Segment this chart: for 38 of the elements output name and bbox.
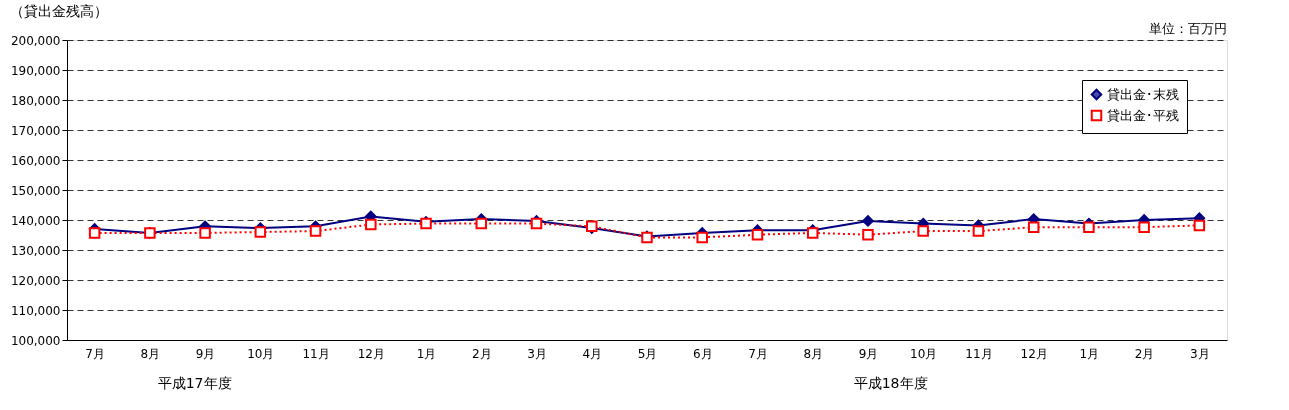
- x-tick-label: 5月: [637, 346, 658, 361]
- x-tick-label: 9月: [858, 346, 879, 361]
- chart-title: （貸出金残高）: [10, 3, 109, 19]
- y-tick-label: 120,000: [10, 273, 61, 288]
- text: 平成17年度: [157, 375, 232, 391]
- y-tick-label: 170,000: [10, 123, 61, 138]
- x-tick-label: 8月: [803, 346, 824, 361]
- y-tick-label: 100,000: [10, 333, 61, 348]
- y-tick-label: 130,000: [10, 243, 61, 258]
- y-tick-label: 110,000: [10, 303, 61, 318]
- x-tick-label: 12月: [357, 346, 385, 361]
- x-tick-label: 1月: [1079, 346, 1100, 361]
- x-tick-label: 3月: [527, 346, 547, 361]
- y-tick-label: 160,000: [10, 153, 61, 168]
- y-tick-label: 180,000: [10, 93, 61, 108]
- text: 平成18年度: [853, 375, 928, 391]
- x-tick-label: 4月: [582, 346, 603, 361]
- y-tick-label: 150,000: [10, 183, 61, 198]
- y-tick-label: 190,000: [10, 63, 61, 78]
- x-tick-label: 7月: [748, 346, 768, 361]
- text: 単位：百万円: [1149, 21, 1227, 36]
- x-tick-label: 1月: [416, 346, 437, 361]
- x-tick-label: 2月: [471, 346, 492, 361]
- x-tick-label: 2月: [1134, 346, 1155, 361]
- x-tick-label: 6月: [692, 346, 713, 361]
- x-tick-label: 10月: [910, 346, 938, 361]
- x-tick-label: 11月: [302, 346, 330, 361]
- x-tick-label: 8月: [140, 346, 161, 361]
- x-tick-label: 11月: [965, 346, 993, 361]
- x-tick-label: 7月: [85, 346, 105, 361]
- x-tick-label: 10月: [247, 346, 275, 361]
- legend-label: 貸出金･平残: [1107, 107, 1179, 123]
- x-tick-label: 9月: [195, 346, 216, 361]
- legend-label: 貸出金･末残: [1107, 86, 1179, 102]
- x-tick-label: 12月: [1020, 346, 1048, 361]
- x-tick-label: 3月: [1190, 346, 1210, 361]
- y-tick-label: 140,000: [10, 213, 61, 228]
- y-tick-label: 200,000: [10, 33, 61, 48]
